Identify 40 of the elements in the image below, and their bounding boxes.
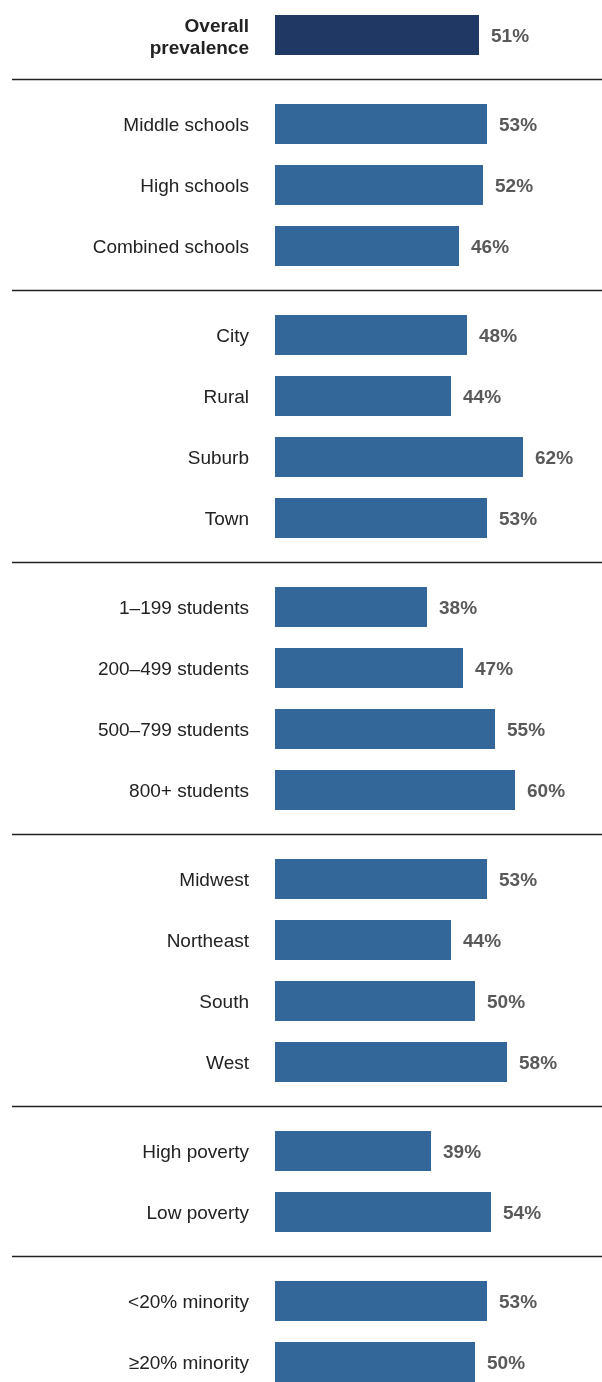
data-label: 44% [463, 930, 502, 951]
data-label: 53% [499, 869, 538, 890]
data-label: 53% [499, 114, 538, 135]
data-label: 50% [487, 1352, 526, 1373]
y-tick-label: South [199, 991, 249, 1012]
y-tick-label: 500–799 students [97, 719, 249, 740]
data-label: 51% [491, 25, 530, 46]
data-label: 38% [439, 597, 478, 618]
y-tick-label: Low poverty [146, 1202, 250, 1223]
y-tick-label: Overall prevalence [149, 15, 249, 58]
data-label: 39% [443, 1141, 482, 1162]
data-label: 44% [463, 386, 502, 407]
y-tick-label: Rural [203, 386, 249, 407]
data-label: 53% [499, 1291, 538, 1312]
y-tick-label: 800+ students [129, 780, 249, 801]
data-label: 52% [495, 175, 534, 196]
y-tick-label: City [216, 325, 250, 346]
data-label: 47% [475, 658, 514, 679]
data-label: 53% [499, 508, 538, 529]
y-tick-label: 1–199 students [119, 597, 249, 618]
y-tick-label: 200–499 students [97, 658, 249, 679]
y-tick-label: West [206, 1052, 250, 1073]
data-label: 54% [503, 1202, 542, 1223]
y-tick-label: Combined schools [92, 236, 249, 257]
data-label: 55% [507, 719, 546, 740]
y-tick-label: Town [204, 508, 249, 529]
y-tick-label: ≥20% minority [128, 1352, 250, 1373]
y-tick-label: Middle schools [123, 114, 249, 135]
y-tick-label: Northeast [166, 930, 250, 951]
y-tick-label: High schools [140, 175, 249, 196]
data-label: 60% [527, 780, 566, 801]
data-label: 48% [479, 325, 518, 346]
data-label: 58% [519, 1052, 558, 1073]
y-tick-label: Suburb [187, 447, 249, 468]
y-tick-label: Midwest [179, 869, 250, 890]
y-tick-label: High poverty [142, 1141, 250, 1162]
data-label: 46% [471, 236, 510, 257]
y-tick-label: <20% minority [128, 1291, 250, 1312]
data-label: 62% [535, 447, 574, 468]
data-label: 50% [487, 991, 526, 1012]
